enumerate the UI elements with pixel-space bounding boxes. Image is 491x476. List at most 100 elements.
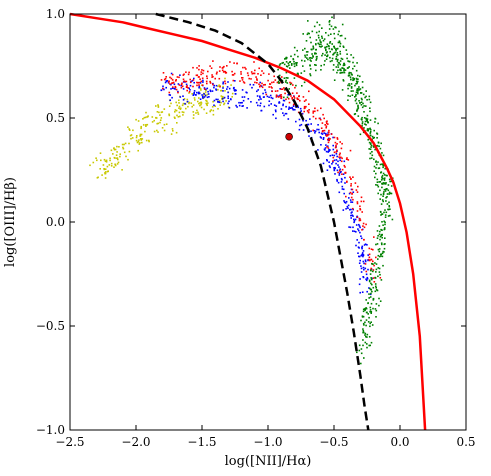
series-point xyxy=(364,307,366,310)
series-point xyxy=(332,144,334,147)
series-point xyxy=(334,26,336,28)
series-point xyxy=(291,63,293,65)
series-point xyxy=(349,149,352,152)
series-point xyxy=(271,87,273,89)
series-point xyxy=(224,82,227,85)
series-point xyxy=(247,74,250,77)
series-point xyxy=(328,139,330,142)
series-point xyxy=(336,169,339,172)
series-point xyxy=(319,118,322,121)
series-point xyxy=(350,201,352,203)
series-point xyxy=(367,313,369,315)
y-axis-label: log([OIII]/Hβ) xyxy=(3,177,18,267)
series-point xyxy=(369,344,371,347)
series-point xyxy=(322,138,325,140)
series-point xyxy=(139,133,142,136)
series-point xyxy=(333,151,336,154)
series-point xyxy=(360,237,363,240)
series-point xyxy=(276,81,279,84)
series-point xyxy=(352,191,355,193)
series-point xyxy=(198,86,200,89)
series-point xyxy=(384,174,386,176)
series-point xyxy=(329,41,332,43)
series-point xyxy=(299,99,301,102)
series-point xyxy=(206,77,208,80)
series-point xyxy=(368,95,371,98)
series-point xyxy=(311,48,313,51)
series-point xyxy=(355,69,358,72)
series-point xyxy=(197,91,200,94)
y-tick-label: 1.0 xyxy=(46,7,65,21)
series-point xyxy=(316,21,318,24)
series-point xyxy=(254,81,256,84)
series-point xyxy=(162,72,165,74)
series-point xyxy=(325,144,327,146)
x-tick-label: −2.5 xyxy=(55,435,84,449)
series-point xyxy=(157,105,160,107)
series-point xyxy=(333,52,335,55)
series-point xyxy=(279,63,282,65)
series-point xyxy=(292,58,295,61)
series-point xyxy=(339,35,342,37)
series-point xyxy=(138,143,141,145)
series-point xyxy=(109,157,111,160)
series-point xyxy=(342,64,345,67)
series-point xyxy=(165,123,168,125)
series-point xyxy=(316,109,319,112)
series-point xyxy=(287,97,290,100)
series-point xyxy=(293,53,296,56)
series-point xyxy=(164,81,167,84)
series-point xyxy=(314,132,316,134)
series-point xyxy=(368,141,371,144)
series-point xyxy=(335,153,338,155)
series-point xyxy=(377,161,379,163)
series-point xyxy=(322,162,325,165)
series-point xyxy=(104,168,107,170)
series-point xyxy=(373,136,375,139)
series-point xyxy=(227,91,229,94)
series-point xyxy=(156,129,158,132)
series-point xyxy=(387,184,390,186)
series-point xyxy=(337,64,339,66)
series-point xyxy=(293,60,295,63)
series-point xyxy=(319,41,322,43)
series-point xyxy=(350,72,352,74)
series-point xyxy=(344,182,346,184)
series-point xyxy=(358,262,361,264)
series-point xyxy=(285,98,287,101)
series-point xyxy=(352,90,354,92)
series-point xyxy=(324,54,326,56)
series-point xyxy=(385,211,388,214)
series-point xyxy=(381,229,383,231)
series-point xyxy=(283,114,285,117)
series-point xyxy=(332,160,334,162)
series-point xyxy=(302,96,305,98)
series-point xyxy=(269,94,272,97)
series-point xyxy=(357,115,360,117)
series-point xyxy=(342,80,345,82)
series-point xyxy=(368,293,370,295)
series-point xyxy=(352,208,354,211)
series-point xyxy=(369,101,372,104)
series-point xyxy=(276,90,279,92)
series-point xyxy=(308,90,310,93)
series-point xyxy=(107,170,109,172)
series-point xyxy=(241,89,244,91)
series-point xyxy=(291,92,294,94)
series-point xyxy=(383,220,385,223)
series-point xyxy=(254,69,256,72)
series-point xyxy=(341,58,344,60)
series-point xyxy=(332,53,334,56)
series-point xyxy=(345,49,348,51)
series-point xyxy=(330,25,333,28)
series-point xyxy=(296,98,299,100)
series-point xyxy=(355,189,358,191)
series-point xyxy=(188,91,191,93)
series-point xyxy=(378,145,380,148)
series-point xyxy=(363,105,365,107)
series-point xyxy=(382,250,384,253)
series-point xyxy=(333,32,335,35)
series-point xyxy=(170,133,173,135)
series-point xyxy=(358,89,361,91)
series-point xyxy=(370,311,373,313)
